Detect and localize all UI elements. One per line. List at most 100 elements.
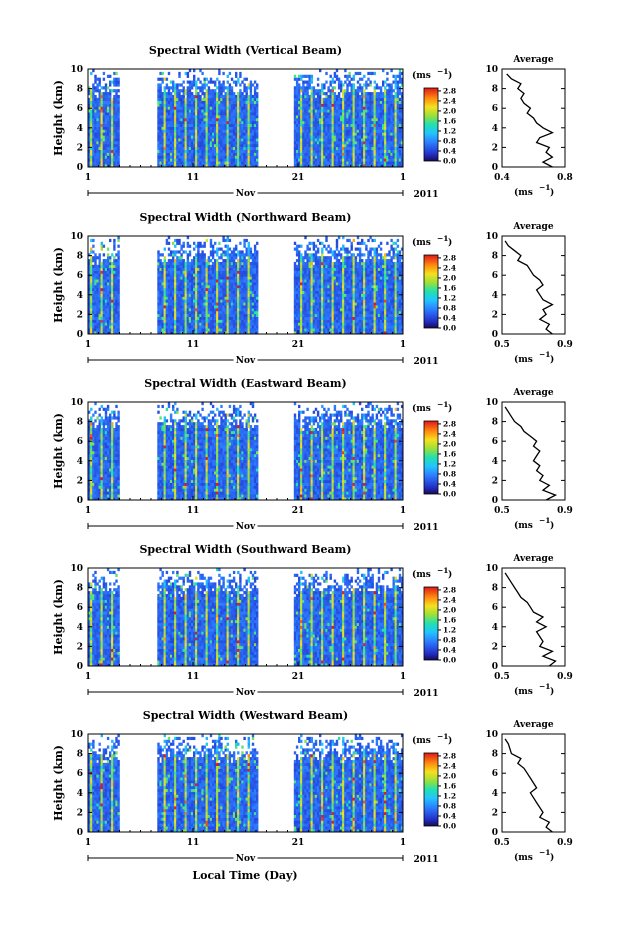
- heatmap-cell: [193, 305, 196, 309]
- heatmap-cell: [235, 80, 238, 84]
- heatmap-cell: [400, 123, 404, 127]
- heatmap-cell: [245, 100, 248, 104]
- heatmap-cell: [373, 89, 376, 93]
- heatmap-cell: [216, 129, 219, 133]
- heatmap-cell: [220, 310, 223, 315]
- heatmap-cell: [230, 89, 234, 93]
- heatmap-cell: [358, 164, 362, 168]
- colorbar-tick-label: 0.8: [443, 136, 456, 145]
- heatmap-cell: [98, 259, 101, 263]
- heatmap-cell: [329, 89, 332, 93]
- heatmap-cell: [375, 83, 379, 87]
- heatmap-cell: [197, 155, 200, 159]
- heatmap-cell: [321, 138, 324, 142]
- heatmap-cell: [222, 250, 225, 254]
- heatmap-cell: [98, 100, 101, 104]
- heatmap-cell: [197, 146, 200, 150]
- heatmap-cell: [96, 331, 99, 335]
- heatmap-cell: [379, 115, 383, 119]
- heatmap-cell: [312, 109, 316, 113]
- heatmap-cell: [117, 126, 120, 130]
- heatmap-cell: [172, 138, 175, 142]
- heatmap-cell: [111, 143, 114, 148]
- heatmap-cell: [205, 132, 208, 136]
- heatmap-cell: [388, 155, 391, 159]
- heatmap-cell: [201, 261, 204, 266]
- heatmap-cell: [354, 115, 358, 119]
- heatmap-cell: [106, 276, 110, 280]
- heatmap-cell: [232, 313, 236, 317]
- heatmap-cell: [98, 328, 101, 332]
- profile-y-tick-label: 6: [492, 104, 498, 114]
- heatmap-cell: [180, 118, 183, 122]
- heatmap-cell: [174, 259, 177, 263]
- heatmap-cell: [373, 103, 376, 107]
- heatmap-cell: [350, 86, 353, 90]
- heatmap-cell: [111, 146, 114, 150]
- heatmap-cell: [199, 69, 202, 73]
- heatmap-cell: [316, 92, 320, 96]
- heatmap-cell: [180, 132, 183, 136]
- heatmap-cell: [361, 164, 364, 168]
- heatmap-cell: [220, 161, 223, 165]
- heatmap-cell: [371, 146, 374, 150]
- heatmap-cell: [394, 149, 397, 153]
- heatmap-cell: [312, 161, 316, 165]
- heatmap-cell: [195, 310, 198, 315]
- heatmap-cell: [235, 296, 238, 300]
- heatmap-cell: [224, 299, 227, 303]
- heatmap-cell: [102, 115, 106, 119]
- heatmap-cell: [98, 80, 101, 84]
- heatmap-cell: [235, 328, 238, 332]
- heatmap-cell: [197, 287, 200, 292]
- heatmap-cell: [201, 143, 204, 148]
- heatmap-cell: [323, 109, 326, 113]
- heatmap-cell: [329, 161, 332, 165]
- heatmap-cell: [98, 141, 101, 145]
- heatmap-cell: [209, 135, 213, 139]
- heatmap-cell: [394, 92, 397, 96]
- heatmap-cell: [337, 146, 341, 150]
- heatmap-cell: [214, 241, 217, 245]
- heatmap-cell: [174, 132, 177, 136]
- heatmap-cell: [302, 164, 305, 168]
- heatmap-cell: [159, 129, 162, 133]
- heatmap-cell: [361, 94, 364, 99]
- heatmap-cell: [388, 100, 391, 104]
- heatmap-cell: [203, 86, 206, 90]
- panels: Spectral Width (Vertical Beam)0246810Hei…: [52, 44, 573, 865]
- heatmap-cell: [350, 155, 353, 159]
- heatmap-cell: [293, 123, 297, 127]
- heatmap-cell: [235, 94, 238, 99]
- heatmap-cell: [298, 132, 301, 136]
- heatmap-cell: [109, 322, 112, 326]
- heatmap-cell: [348, 112, 351, 116]
- heatmap-cell: [211, 244, 215, 248]
- heatmap-cell: [312, 97, 316, 101]
- heatmap-cell: [220, 129, 223, 133]
- heatmap-cell: [188, 141, 192, 145]
- heatmap-cell: [117, 155, 120, 159]
- heatmap-cell: [329, 152, 332, 156]
- profile-x-tick-label: 0.8: [557, 173, 573, 183]
- heatmap-cell: [113, 276, 116, 280]
- heatmap-cell: [295, 80, 299, 84]
- heatmap-cell: [361, 149, 364, 153]
- heatmap-cell: [203, 290, 206, 294]
- heatmap-cell: [367, 77, 370, 81]
- heatmap-cell: [195, 97, 198, 101]
- heatmap-cell: [392, 132, 395, 136]
- heatmap-cell: [184, 276, 187, 280]
- heatmap-cell: [211, 293, 215, 297]
- heatmap-cell: [226, 313, 229, 317]
- heatmap-cell: [327, 118, 330, 122]
- heatmap-cell: [232, 256, 236, 260]
- heatmap-cell: [363, 120, 366, 125]
- heatmap-cell: [102, 155, 106, 159]
- heatmap-cell: [379, 158, 383, 162]
- heatmap-cell: [323, 106, 326, 110]
- heatmap-cell: [356, 109, 360, 113]
- heatmap-cell: [295, 89, 299, 93]
- heatmap-cell: [161, 328, 164, 332]
- heatmap-cell: [319, 103, 322, 107]
